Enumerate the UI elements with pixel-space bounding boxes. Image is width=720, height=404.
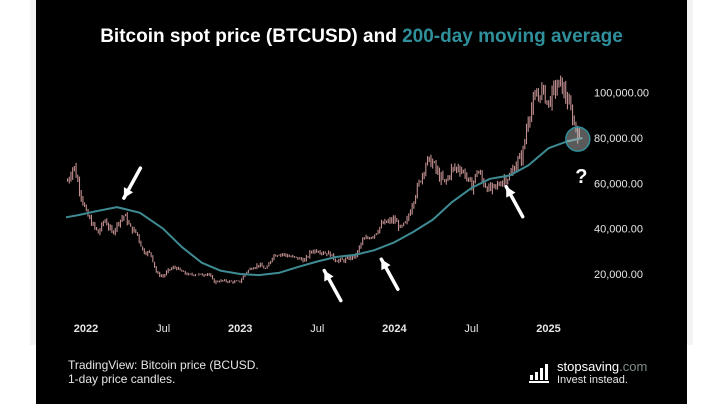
- bar-chart-logo-icon: [529, 364, 549, 383]
- y-tick-label: 60,000.00: [594, 178, 643, 190]
- y-tick-label: 80,000.00: [594, 133, 643, 145]
- y-tick-label: 100,000.00: [594, 88, 649, 100]
- chart-title: Bitcoin spot price (BTCUSD) and 200-day …: [36, 26, 687, 48]
- x-tick-label: 2023: [228, 323, 252, 335]
- annotations: ?: [122, 126, 591, 303]
- chart-title-main: Bitcoin spot price (BTCUSD) and: [100, 26, 403, 47]
- price-candles: [66, 75, 580, 285]
- x-tick-label: 2024: [382, 323, 407, 335]
- source-caption: TradingView: Bitcoin price (BCUSD. 1-day…: [68, 358, 259, 386]
- x-tick-label: 2025: [536, 323, 560, 335]
- caption-line-2: 1-day price candles.: [68, 372, 176, 386]
- highlight-circle: [565, 126, 591, 152]
- screenshot-edge-left: [30, 0, 36, 345]
- screenshot-edge-right: [687, 0, 693, 345]
- y-axis: 20,000.00 40,000.00 60,000.00 80,000.00 100,…: [594, 88, 649, 281]
- brand-name-domain: .com: [619, 359, 648, 374]
- moving-average: [65, 137, 583, 277]
- brand-slogan: Invest instead.: [557, 374, 628, 386]
- arrow-icon: [379, 257, 400, 291]
- x-tick-label: Jul: [464, 323, 478, 335]
- x-tick-label: Jul: [310, 323, 324, 335]
- chart-title-highlight: 200-day moving average: [402, 26, 623, 47]
- x-tick-label: Jul: [156, 323, 170, 335]
- arrow-icon: [322, 268, 343, 303]
- y-tick-label: 40,000.00: [594, 224, 643, 236]
- brand-name: stopsaving.com: [557, 359, 647, 374]
- x-tick-label: 2022: [74, 323, 98, 335]
- question-mark: ?: [575, 166, 587, 188]
- x-axis: 2022 Jul 2023 Jul 2024 Jul 2025: [74, 323, 561, 335]
- chart-card: Bitcoin spot price (BTCUSD) and 200-day …: [36, 0, 687, 404]
- y-tick-label: 20,000.00: [594, 269, 643, 281]
- price-chart: ? 20,000.00 40,000.00 60,000.00 80,000.00 10…: [65, 75, 649, 335]
- brand-name-main: stopsaving: [557, 359, 620, 374]
- moving-average-line: [65, 137, 583, 277]
- arrow-icon: [122, 166, 143, 200]
- caption-line-1: TradingView: Bitcoin price (BCUSD.: [68, 358, 259, 372]
- arrow-icon: [504, 184, 525, 219]
